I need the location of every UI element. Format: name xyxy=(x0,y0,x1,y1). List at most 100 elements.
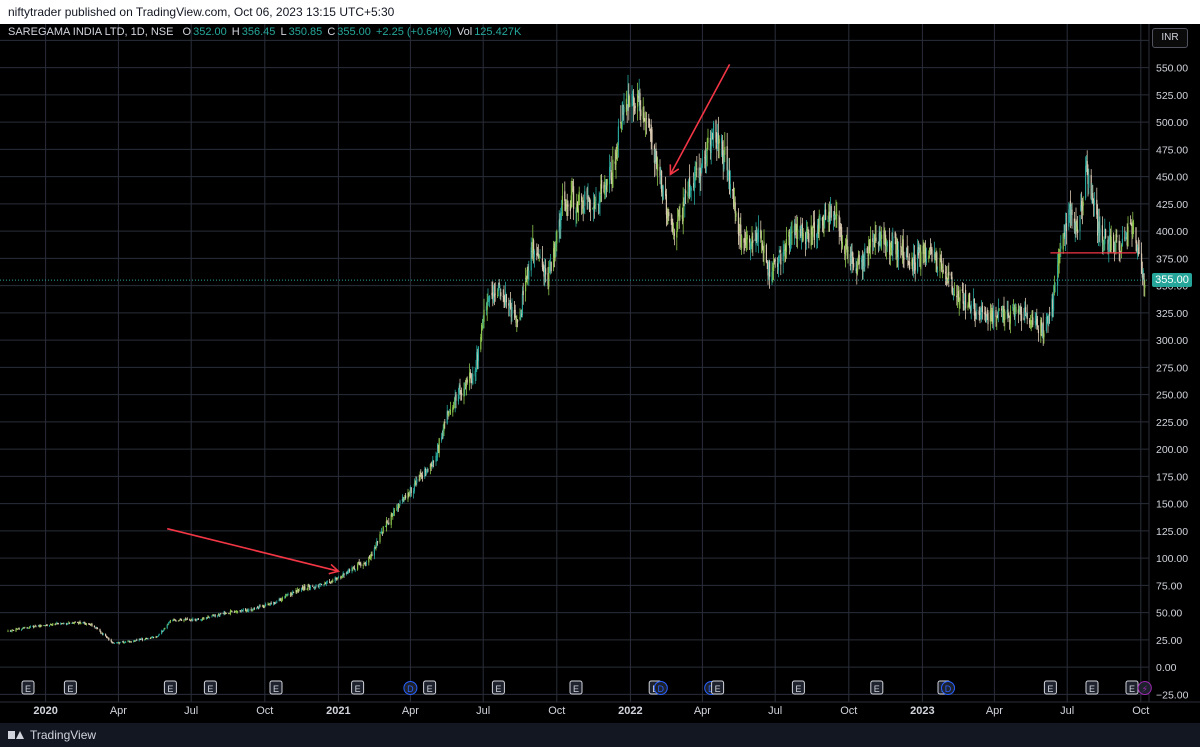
candle-body xyxy=(849,254,851,267)
candle-body xyxy=(392,514,394,516)
candle-body xyxy=(739,228,741,232)
candle-body xyxy=(620,122,622,124)
candle-body xyxy=(530,247,532,271)
candle-body xyxy=(1060,245,1062,249)
candle-body xyxy=(745,240,747,246)
candle-body xyxy=(767,262,769,276)
candle-body xyxy=(509,302,511,309)
annotation-arrow[interactable] xyxy=(167,527,339,572)
candle-body xyxy=(296,590,298,593)
high-value: 356.45 xyxy=(241,26,276,38)
candle-body xyxy=(469,372,471,383)
candle-body xyxy=(157,635,159,637)
earnings-event-icon[interactable] xyxy=(870,680,884,695)
candle-body xyxy=(1054,282,1056,284)
earnings-event-icon[interactable] xyxy=(711,680,725,695)
candle-body xyxy=(38,625,40,627)
earnings-event-icon[interactable] xyxy=(63,680,77,695)
candle-body xyxy=(250,609,252,611)
candle-body xyxy=(924,246,926,252)
candle-body xyxy=(285,594,287,597)
candle-body xyxy=(586,188,588,200)
candle-body xyxy=(1138,252,1140,254)
candle-body xyxy=(599,195,601,202)
candle-body xyxy=(259,605,261,607)
candle-body xyxy=(73,623,75,624)
candle-body xyxy=(179,619,181,621)
candle-body xyxy=(201,619,203,621)
candle-body xyxy=(1125,237,1127,239)
earnings-event-icon[interactable] xyxy=(269,680,283,695)
y-tick-label: 325.00 xyxy=(1156,308,1188,320)
candle-body xyxy=(875,237,877,242)
candle-body xyxy=(757,239,759,241)
candle-body xyxy=(855,268,857,272)
candle-body xyxy=(1014,308,1016,316)
candle-body xyxy=(917,249,919,272)
candle-body xyxy=(666,210,668,219)
candle-body xyxy=(40,625,42,627)
candle-body xyxy=(472,374,474,385)
candle-body xyxy=(186,618,188,620)
candle-body xyxy=(688,179,690,196)
candle-body xyxy=(205,617,207,619)
event-icon-letter: E xyxy=(273,684,279,694)
earnings-event-icon[interactable] xyxy=(163,680,177,695)
candle-body xyxy=(990,312,992,320)
earnings-event-icon[interactable] xyxy=(791,680,805,695)
x-tick-label: 2020 xyxy=(33,705,57,717)
earnings-event-icon[interactable] xyxy=(1043,680,1057,695)
earnings-event-icon[interactable] xyxy=(21,680,35,695)
candle-body xyxy=(773,262,775,272)
candle-body xyxy=(100,631,102,634)
candle-body xyxy=(531,250,533,253)
tradingview-logo[interactable]: TradingView xyxy=(8,723,96,747)
candle-body xyxy=(29,626,31,628)
y-tick-label: 550.00 xyxy=(1156,63,1188,75)
dividend-event-icon[interactable] xyxy=(941,681,955,695)
candle-body xyxy=(183,619,185,622)
open-value: 352.00 xyxy=(193,26,227,38)
candle-body xyxy=(1113,248,1115,251)
dividend-event-icon[interactable] xyxy=(653,681,668,695)
candle-body xyxy=(555,243,557,248)
published-header: niftytrader published on TradingView.com… xyxy=(0,0,1200,24)
candle-body xyxy=(197,618,199,620)
candle-body xyxy=(175,620,177,622)
candle-body xyxy=(745,236,747,248)
earnings-event-icon[interactable] xyxy=(569,680,583,695)
candle-body xyxy=(78,621,80,624)
candle-body xyxy=(156,636,158,638)
low-value: 350.85 xyxy=(288,26,323,38)
candle-body xyxy=(117,642,119,644)
candle-body xyxy=(933,250,935,257)
earnings-event-icon[interactable] xyxy=(351,680,365,695)
earnings-event-icon[interactable] xyxy=(423,680,437,695)
candle-body xyxy=(342,572,344,577)
event-icon-letter: D xyxy=(407,684,414,694)
earnings-event-icon[interactable] xyxy=(491,680,505,695)
earnings-event-icon[interactable] xyxy=(1085,680,1099,695)
price-chart[interactable]: −25.00 0.00 25.00 50.00 75.00 100.00 125.00 150… xyxy=(0,24,1200,724)
candle-body xyxy=(1069,200,1071,216)
candle-body xyxy=(881,234,883,240)
price-axis-background[interactable] xyxy=(1149,24,1200,724)
y-tick-label: 125.00 xyxy=(1156,526,1188,538)
dividend-event-icon[interactable] xyxy=(403,681,418,695)
currency-button[interactable]: INR xyxy=(1152,28,1188,48)
earnings-event-icon[interactable] xyxy=(203,680,217,695)
candle-body xyxy=(398,504,400,508)
candle-body xyxy=(1114,243,1116,250)
annotation-arrow[interactable] xyxy=(669,63,731,175)
candle-body xyxy=(698,167,700,178)
candle-body xyxy=(409,487,411,495)
candle-body xyxy=(195,619,197,621)
candle-body xyxy=(503,296,505,303)
candle-body xyxy=(460,390,462,394)
split-event-icon[interactable] xyxy=(1137,681,1152,695)
close-label: C xyxy=(327,26,336,38)
chart-area[interactable]: −25.00 0.00 25.00 50.00 75.00 100.00 125.00 150… xyxy=(0,24,1200,724)
candle-body xyxy=(265,604,267,607)
candle-body xyxy=(947,273,949,282)
candle-body xyxy=(604,187,606,195)
